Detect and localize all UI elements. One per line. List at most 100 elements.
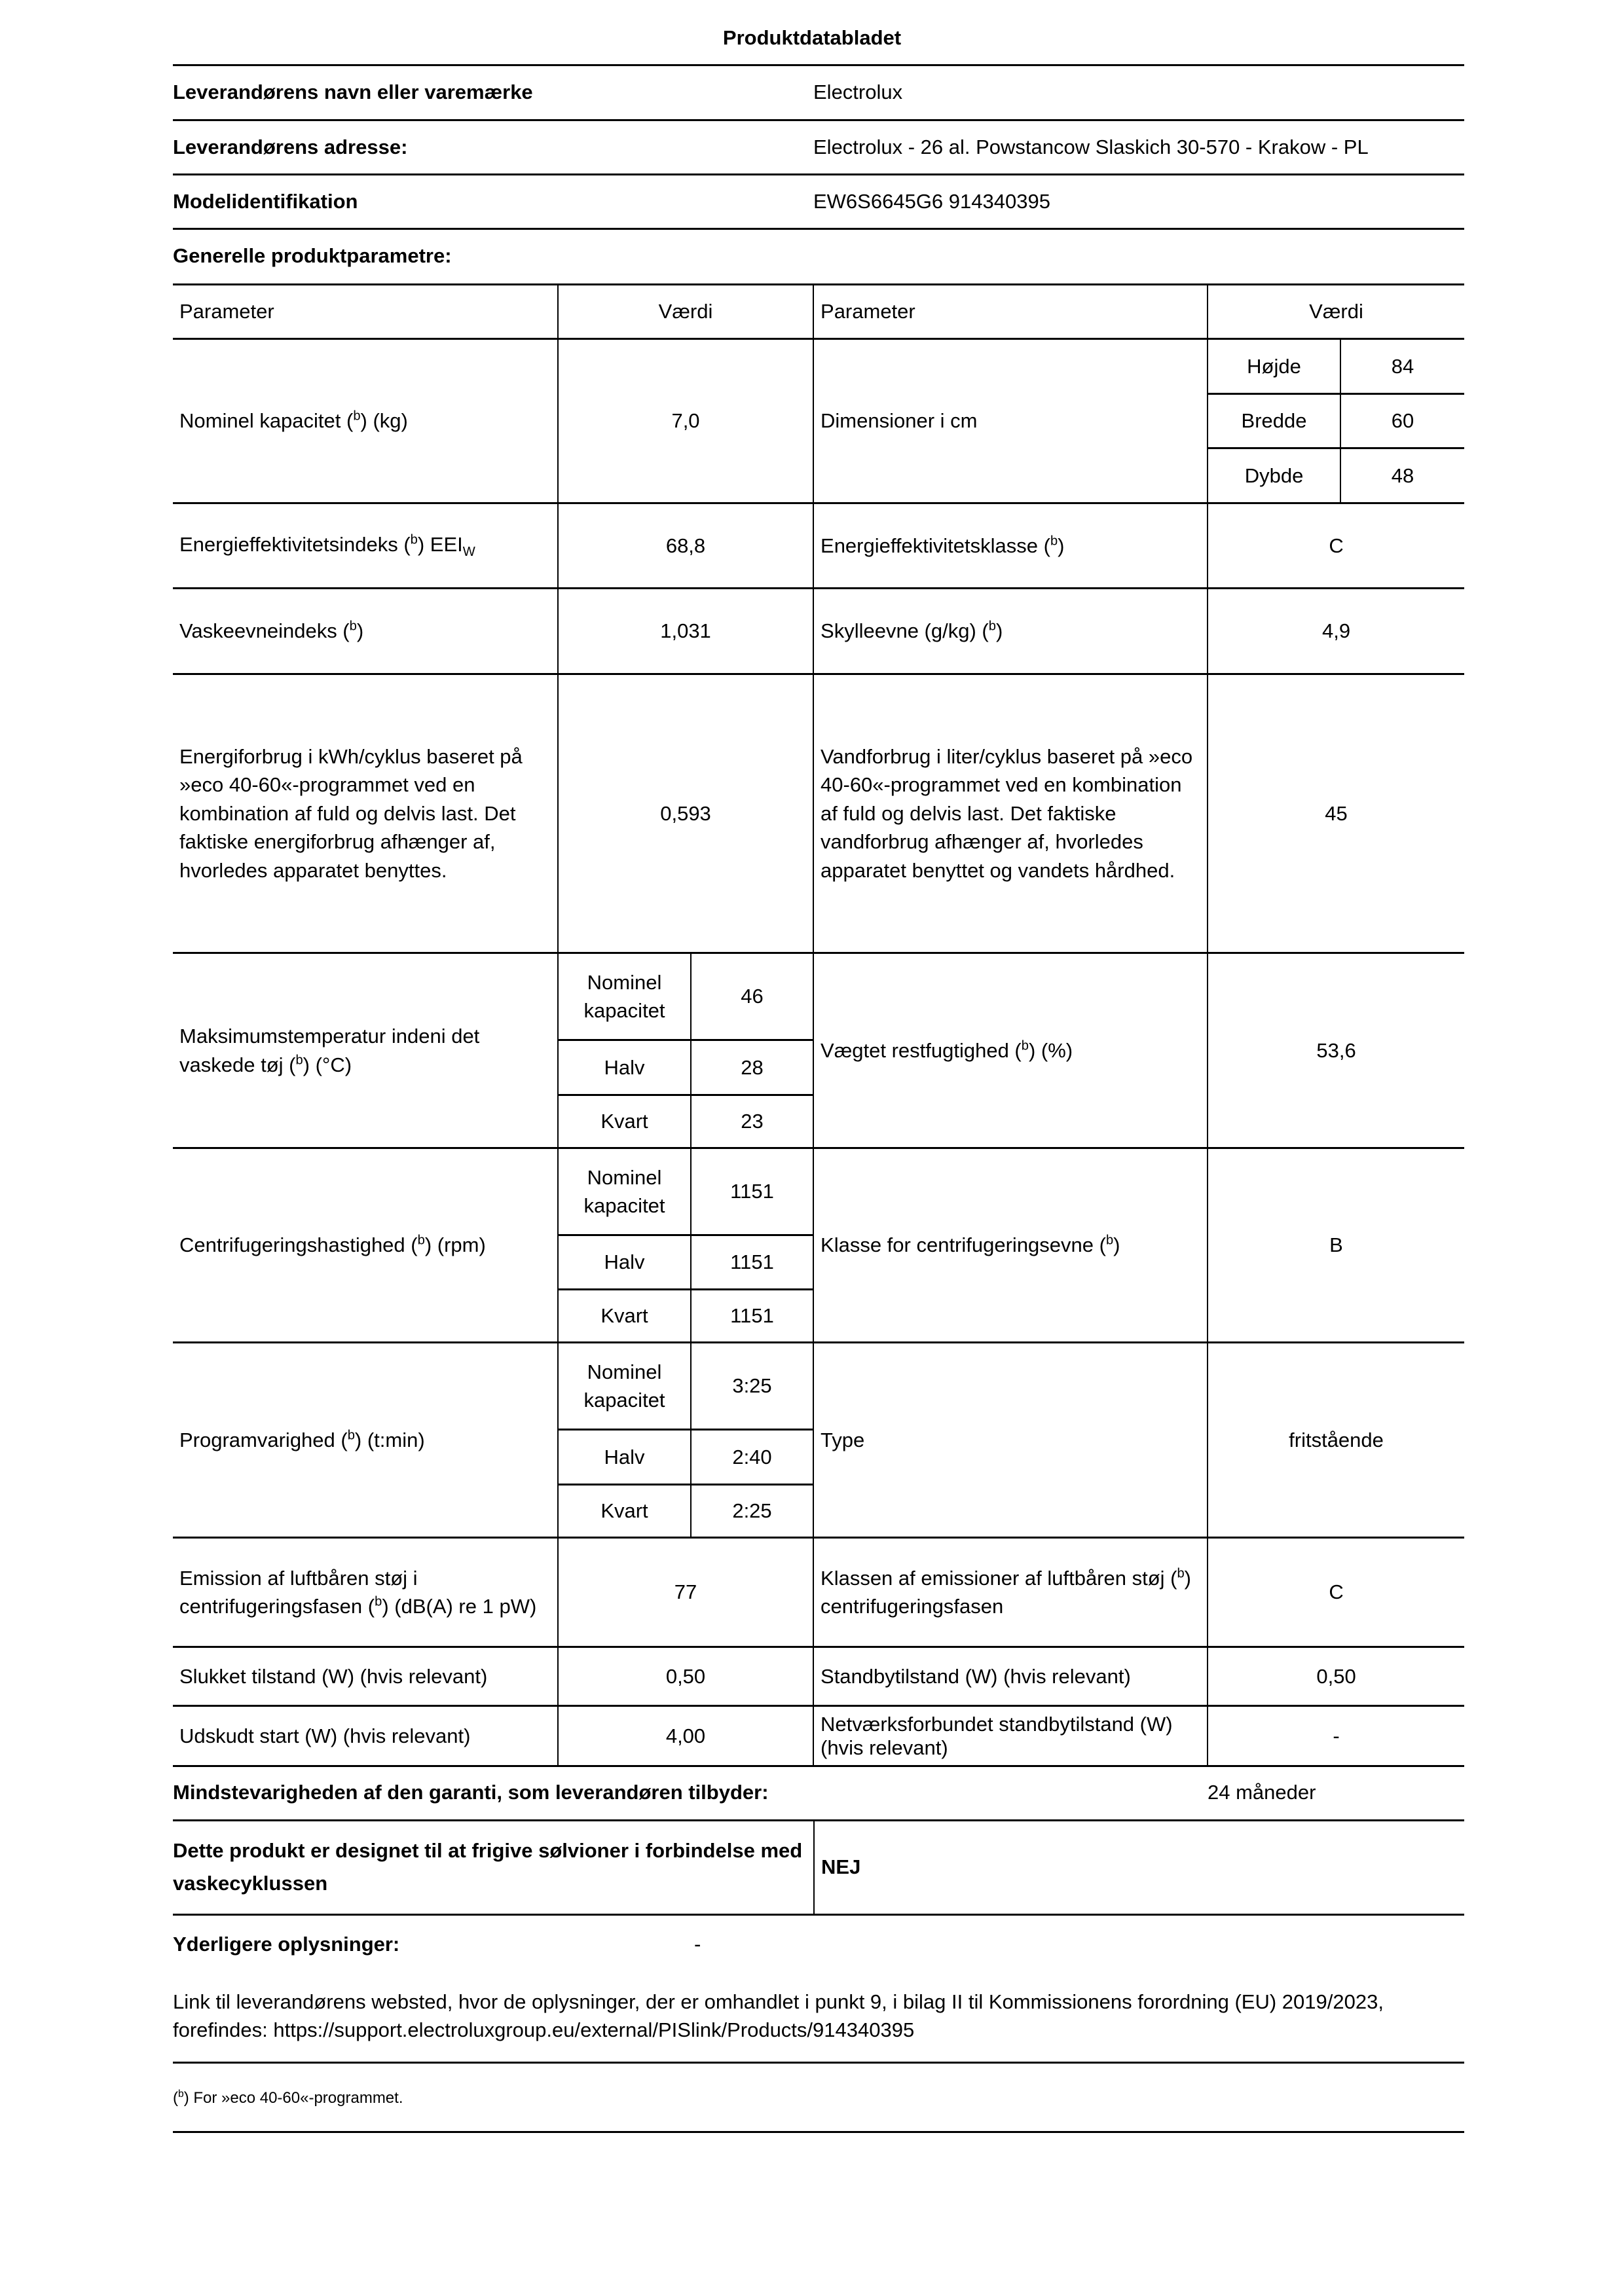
standby-label: Standbytilstand (W) (hvis relevant) — [813, 1646, 1209, 1707]
table-row: Emission af luftbåren støj i centrifuger… — [173, 1537, 1465, 1648]
table-row: Kvart 2:25 — [173, 1484, 1464, 1539]
eei-label: Energieffektivitetsindeks (b) EEIW — [173, 502, 559, 589]
energy-class-value: C — [1207, 502, 1465, 589]
delay-start-label: Udskudt start (W) (hvis relevant) — [173, 1705, 559, 1767]
water-consumption-value: 45 — [1207, 673, 1465, 954]
spin-full: 1151 — [690, 1147, 815, 1236]
table-row: Kvart 1151 — [173, 1288, 1464, 1343]
model-value: EW6S6645G6 914340395 — [813, 190, 1050, 213]
load-full-label: Nominel kapacitet — [557, 1147, 692, 1236]
footnote: (b) For »eco 40-60«-programmet. — [173, 2088, 403, 2107]
model-row: Modelidentifikation EW6S6645G6 914340395 — [173, 175, 1464, 228]
spin-label: Centrifugeringshastighed (b) (rpm) — [173, 1147, 559, 1343]
spin-half: 1151 — [690, 1234, 814, 1290]
moisture-value: 53,6 — [1207, 952, 1465, 1149]
energy-class-label: Energieffektivitetsklasse (b) — [813, 502, 1209, 589]
energy-consumption-value: 0,593 — [557, 673, 815, 954]
table-row: Kvart 23 — [173, 1094, 1464, 1149]
table-row: Halv 2:40 — [173, 1429, 1464, 1485]
divider — [173, 173, 1464, 175]
load-quarter-label: Kvart — [558, 1484, 692, 1539]
header-parameter: Parameter — [173, 283, 559, 340]
table-row: Dybde 48 — [173, 447, 1465, 504]
silver-ions-value: NEJ — [821, 1855, 861, 1878]
table-row: Programvarighed (b) (t:min) Nominel kapa… — [173, 1341, 1465, 1539]
type-label: Type — [813, 1341, 1209, 1539]
supplier-address-row: Leverandørens adresse: Electrolux - 26 a… — [173, 120, 1464, 174]
load-half-label: Halv — [558, 1429, 692, 1485]
table-row: Energiforbrug i kWh/cyklus baseret på »e… — [173, 673, 1465, 954]
max-temp-half: 28 — [690, 1039, 814, 1096]
header-value: Værdi — [557, 283, 815, 340]
rinse-value: 4,9 — [1207, 587, 1465, 675]
load-quarter-label: Kvart — [558, 1288, 692, 1343]
duration-quarter: 2:25 — [690, 1484, 814, 1539]
supplier-link-text: Link til leverandørens websted, hvor de … — [173, 1990, 1384, 2042]
dimension-value: 84 — [1340, 338, 1465, 395]
eei-value: 68,8 — [557, 502, 815, 589]
network-standby-value: - — [1207, 1705, 1465, 1767]
divider — [173, 119, 1464, 121]
supplier-name-label: Leverandørens navn eller varemærke — [173, 81, 533, 103]
type-value: fritstående — [1207, 1341, 1465, 1539]
wash-label: Vaskeevneindeks (b) — [173, 587, 559, 675]
warranty-label: Mindstevarigheden af den garanti, som le… — [173, 1781, 769, 1804]
standby-value: 0,50 — [1207, 1646, 1465, 1707]
table-row: Energieffektivitetsindeks (b) EEIW 68,8 … — [173, 502, 1465, 589]
dimension-key: Højde — [1207, 338, 1342, 395]
additional-info-row: Yderligere oplysninger: - — [173, 1925, 1464, 1964]
divider — [173, 64, 1464, 66]
load-quarter-label: Kvart — [558, 1094, 692, 1149]
wash-value: 1,031 — [557, 587, 815, 675]
noise-value: 77 — [557, 1537, 815, 1648]
general-heading: Generelle produktparametre: — [173, 244, 452, 267]
table-row: Nominel kapacitet (b) (kg) 7,0 Dimension… — [173, 338, 1465, 504]
dimension-key: Dybde — [1208, 447, 1342, 504]
model-label: Modelidentifikation — [173, 190, 358, 213]
divider — [173, 2062, 1464, 2064]
dimension-key: Bredde — [1208, 393, 1342, 449]
silver-ions-label: Dette produkt er designet til at frigive… — [173, 1821, 815, 1914]
load-half-label: Halv — [558, 1234, 692, 1290]
table-row: Halv 1151 — [173, 1234, 1464, 1290]
rinse-label: Skylleevne (g/kg) (b) — [813, 587, 1209, 675]
noise-class-value: C — [1207, 1537, 1465, 1648]
page-title: Produktdatabladet — [722, 26, 902, 49]
dimension-value: 48 — [1340, 447, 1465, 504]
water-consumption-label: Vandforbrug i liter/cyklus baseret på »e… — [813, 673, 1209, 954]
energy-consumption-label: Energiforbrug i kWh/cyklus baseret på »e… — [173, 673, 559, 954]
parameters-table: Parameter Værdi Parameter Værdi Nominel … — [173, 283, 1465, 1767]
delay-start-value: 4,00 — [557, 1705, 815, 1767]
divider — [173, 2131, 1464, 2133]
silver-ions-row: Dette produkt er designet til at frigive… — [173, 1821, 1464, 1914]
load-full-label: Nominel kapacitet — [557, 952, 692, 1041]
noise-class-label: Klassen af emissioner af luftbåren støj … — [813, 1537, 1209, 1648]
duration-label: Programvarighed (b) (t:min) — [173, 1341, 559, 1539]
max-temp-full: 46 — [690, 952, 815, 1041]
additional-info-label: Yderligere oplysninger: — [173, 1933, 400, 1956]
off-mode-label: Slukket tilstand (W) (hvis relevant) — [173, 1646, 559, 1707]
supplier-name-value: Electrolux — [813, 81, 903, 103]
load-half-label: Halv — [558, 1039, 692, 1096]
off-mode-value: 0,50 — [557, 1646, 815, 1707]
header-parameter: Parameter — [813, 283, 1209, 340]
additional-info-value: - — [694, 1933, 701, 1956]
moisture-label: Vægtet restfugtighed (b) (%) — [813, 952, 1209, 1149]
capacity-value: 7,0 — [557, 338, 815, 504]
divider — [173, 228, 1464, 230]
dimension-value: 60 — [1340, 393, 1465, 449]
duration-half: 2:40 — [690, 1429, 814, 1485]
load-full-label: Nominel kapacitet — [557, 1341, 692, 1430]
spin-class-label: Klasse for centrifugeringsevne (b) — [813, 1147, 1209, 1343]
spin-quarter: 1151 — [690, 1288, 814, 1343]
divider — [173, 1819, 1464, 1821]
table-row: Vaskeevneindeks (b) 1,031 Skylleevne (g/… — [173, 587, 1465, 675]
general-heading-row: Generelle produktparametre: — [173, 229, 1464, 283]
warranty-row: Mindstevarigheden af den garanti, som le… — [173, 1766, 1464, 1819]
table-row: Bredde 60 — [173, 393, 1465, 449]
spin-class-value: B — [1207, 1147, 1465, 1343]
duration-full: 3:25 — [690, 1341, 815, 1430]
max-temp-quarter: 23 — [690, 1094, 814, 1149]
table-row: Halv 28 — [173, 1039, 1464, 1096]
table-row: Udskudt start (W) (hvis relevant) 4,00 N… — [173, 1705, 1465, 1767]
